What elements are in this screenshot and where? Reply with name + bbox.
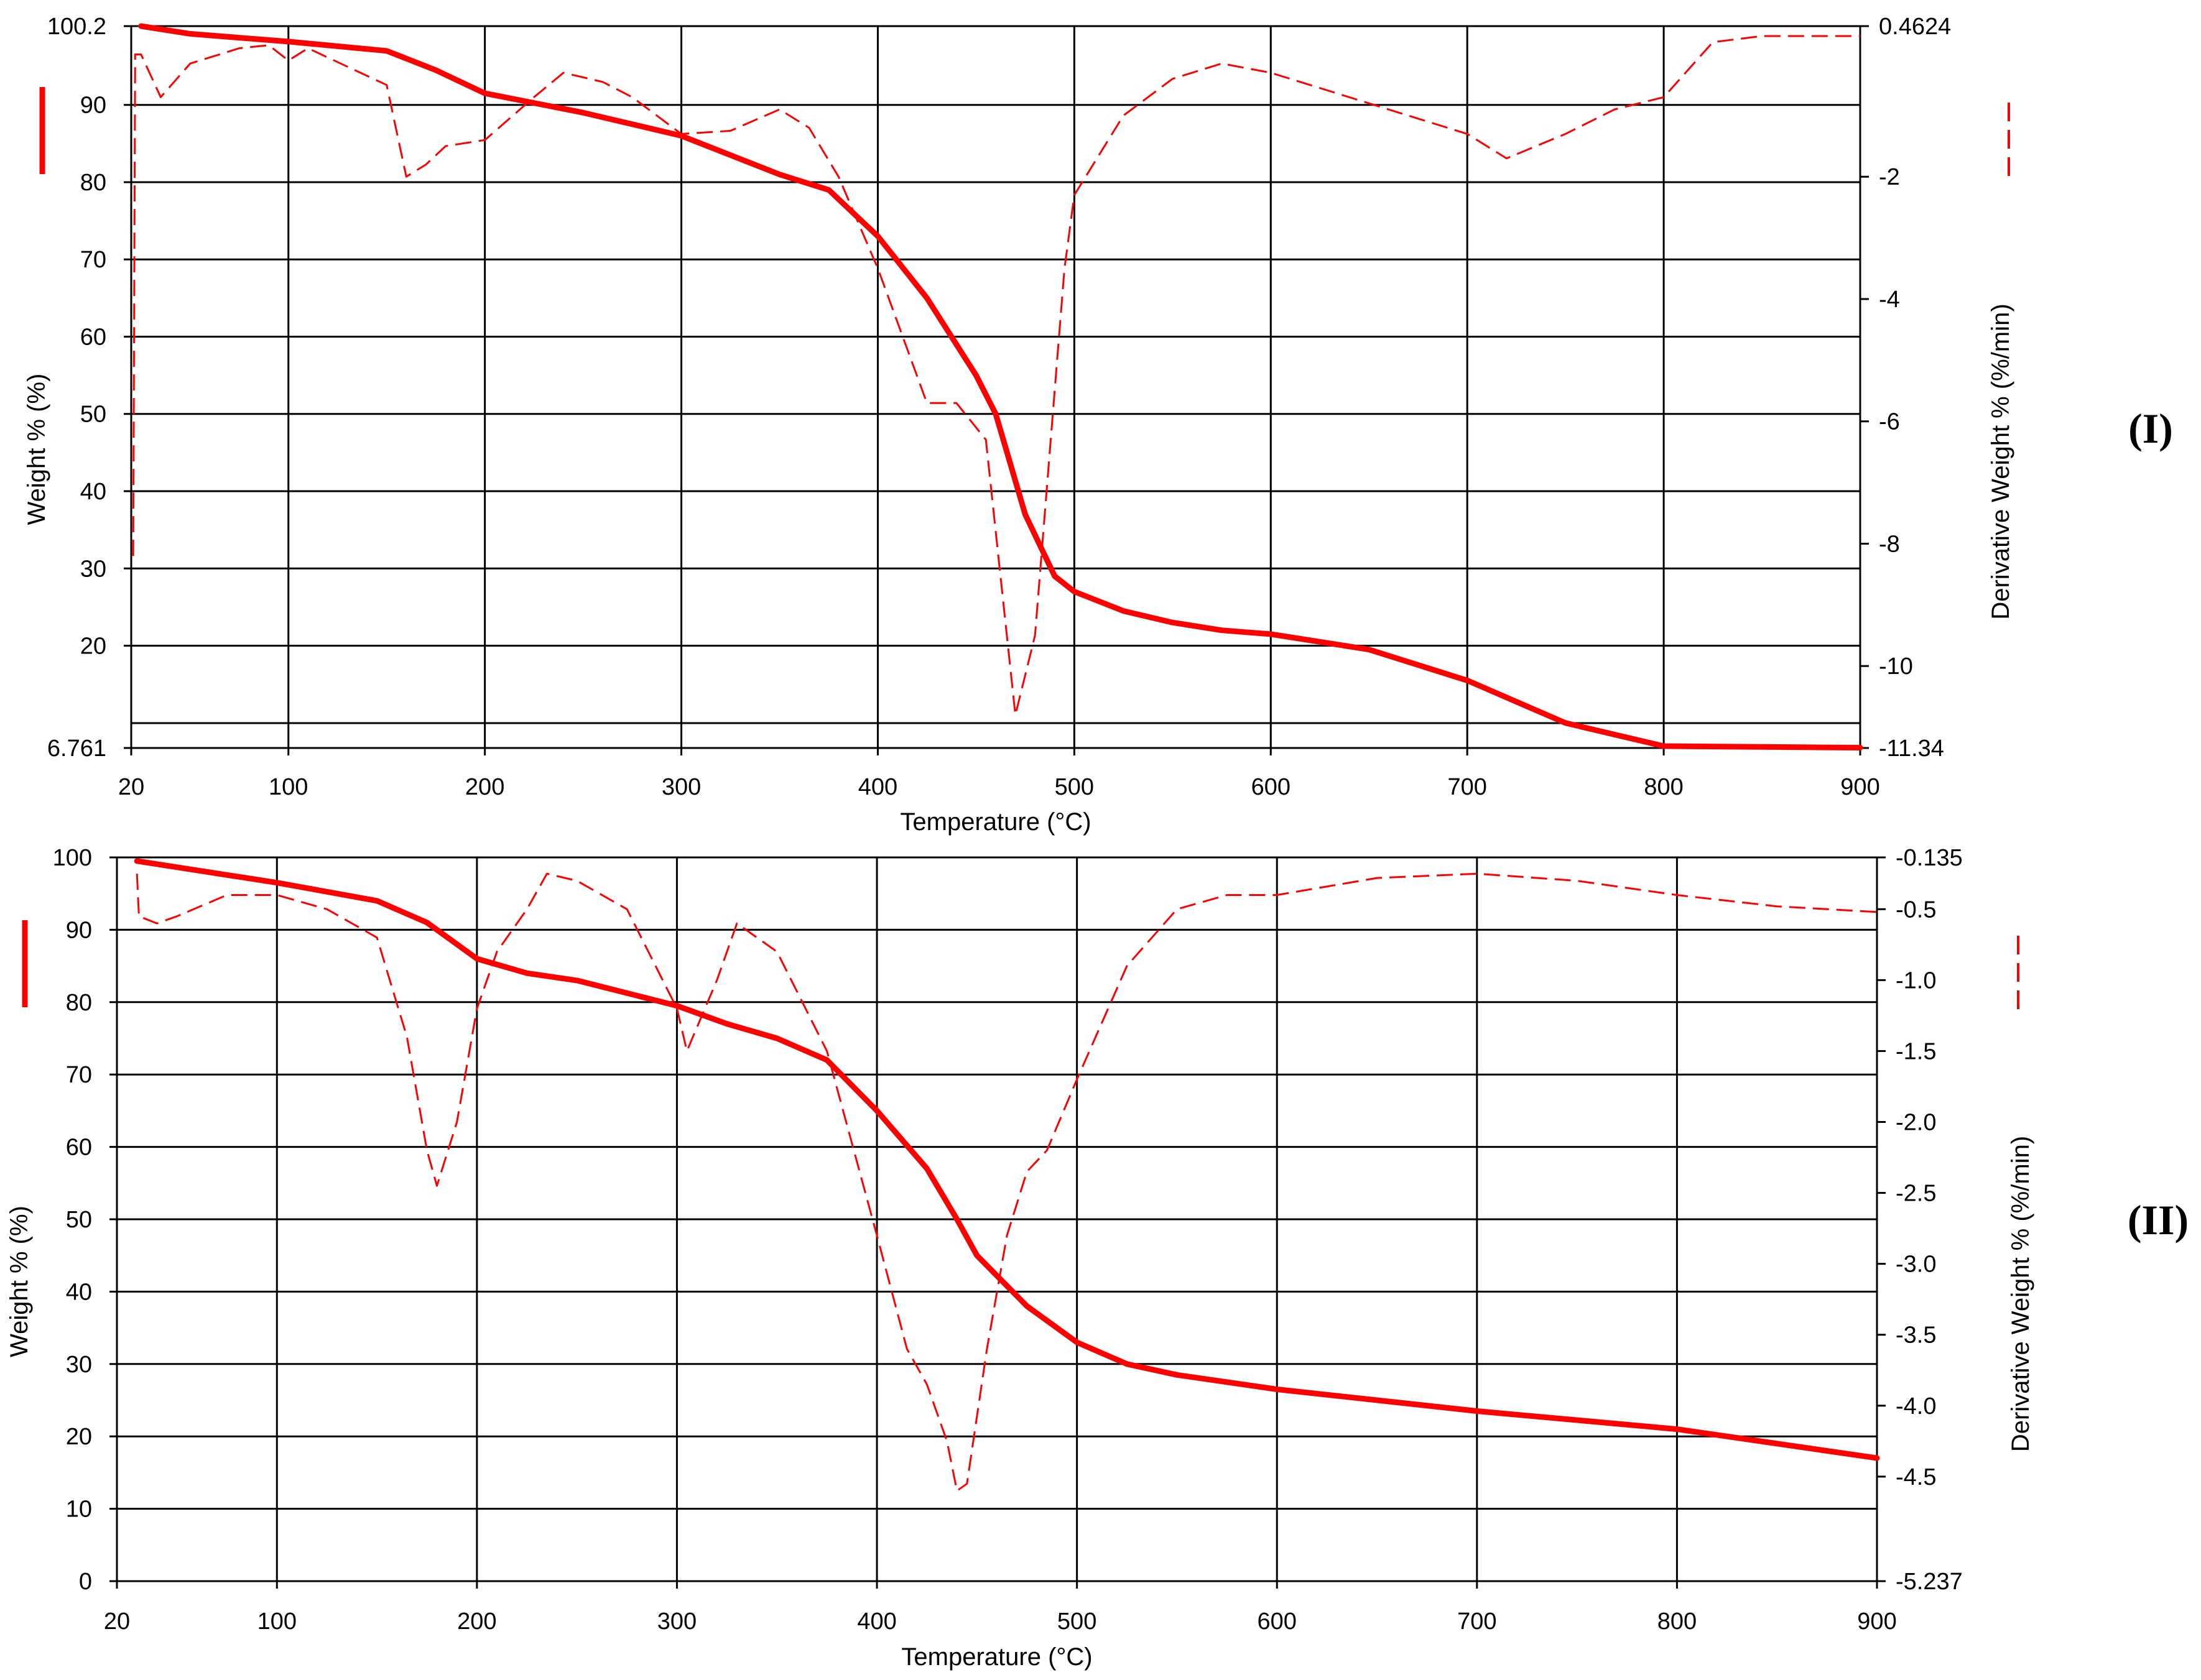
y2-tick-label: -10 xyxy=(1879,653,1913,680)
y2-tick-label: -2.5 xyxy=(1896,1181,1936,1207)
x-tick-label: 200 xyxy=(465,774,504,800)
y-tick-label: 30 xyxy=(80,556,106,582)
y-tick-label: 50 xyxy=(66,1207,92,1233)
x-tick-label: 700 xyxy=(1457,1608,1496,1635)
x-axis-title-panel-i: Temperature (°C) xyxy=(900,808,1091,836)
weight-line-panel-i xyxy=(138,23,1863,750)
y2-axis-title-panel-i: Derivative Weight % (%/min) xyxy=(1987,303,2014,619)
x-tick-label: 700 xyxy=(1447,774,1486,800)
x-tick-label: 500 xyxy=(1055,774,1094,800)
y-tick-label: 40 xyxy=(80,479,106,505)
y2-tick-label: -4 xyxy=(1879,287,1900,313)
x-ticks-panel-i: 20 100 200 300 400 500 600 700 800 900 xyxy=(118,748,1880,800)
chart-panel-i: 20 100 200 300 400 500 600 700 800 900 6.761 20 30 4… xyxy=(23,14,2173,836)
x-tick-label: 400 xyxy=(858,774,897,800)
x-tick-label: 400 xyxy=(857,1608,896,1635)
y-ticks-panel-ii: 0 10 20 30 40 50 60 70 80 90 100 xyxy=(53,845,117,1595)
x-tick-label: 900 xyxy=(1840,774,1879,800)
grid-panel-ii xyxy=(117,857,1877,1581)
y2-ticks-panel-i: -11.34 -10 -8 -6 -4 -2 0.4624 xyxy=(1860,14,1951,762)
panel-label-i: (I) xyxy=(2128,405,2173,452)
y2-tick-label: -2.0 xyxy=(1896,1109,1936,1135)
x-tick-label: 500 xyxy=(1057,1608,1096,1635)
x-tick-label: 800 xyxy=(1644,774,1683,800)
chart-panel-ii: 20 100 200 300 400 500 600 700 800 900 0 10 20 30 40 5… xyxy=(6,845,2189,1671)
y-tick-label: 30 xyxy=(66,1352,92,1378)
y-tick-label: 90 xyxy=(66,917,92,943)
x-tick-label: 200 xyxy=(457,1608,496,1635)
y-tick-label: 80 xyxy=(80,170,106,196)
panel-label-ii-text: II xyxy=(2142,1196,2175,1244)
y-tick-label: 70 xyxy=(80,247,106,273)
x-tick-label: 100 xyxy=(257,1608,297,1635)
y2-tick-label: -1.0 xyxy=(1896,967,1936,994)
x-tick-label: 900 xyxy=(1857,1608,1896,1635)
x-ticks-panel-ii: 20 100 200 300 400 500 600 700 800 900 xyxy=(104,1581,1897,1635)
y-ticks-panel-i: 6.761 20 30 40 50 60 70 80 90 100.2 xyxy=(47,14,131,762)
y2-tick-label: -6 xyxy=(1879,409,1900,435)
y-tick-label: 100.2 xyxy=(47,14,106,40)
panel-label-i-text: I xyxy=(2143,405,2159,452)
y-tick-label: 40 xyxy=(66,1279,92,1305)
y-tick-label: 90 xyxy=(80,93,106,119)
y2-tick-label: -0.5 xyxy=(1896,897,1936,923)
weight-line-panel-ii xyxy=(134,858,1880,1461)
y2-tick-label: -5.237 xyxy=(1896,1569,1963,1595)
x-tick-label: 600 xyxy=(1258,1608,1297,1635)
x-tick-label: 300 xyxy=(662,774,701,800)
x-axis-title-panel-ii: Temperature (°C) xyxy=(901,1643,1092,1671)
x-tick-label: 300 xyxy=(657,1608,697,1635)
x-tick-label: 800 xyxy=(1657,1608,1697,1635)
y2-tick-label: -1.5 xyxy=(1896,1038,1936,1064)
y-tick-label: 50 xyxy=(80,402,106,428)
y-tick-label: 60 xyxy=(66,1135,92,1161)
panel-label-ii: (II) xyxy=(2128,1196,2189,1244)
y2-tick-label: -3.5 xyxy=(1896,1322,1936,1349)
y2-tick-label: -2 xyxy=(1879,164,1900,190)
y2-tick-label: -3.0 xyxy=(1896,1252,1936,1278)
y2-tick-label: -0.135 xyxy=(1896,845,1963,871)
grid-panel-i xyxy=(131,26,1860,748)
y2-tick-label: -4.0 xyxy=(1896,1393,1936,1419)
derivative-weight-line-panel-i xyxy=(132,35,1860,716)
y-tick-label: 6.761 xyxy=(47,736,106,762)
y-tick-label: 60 xyxy=(80,324,106,350)
y-tick-label: 80 xyxy=(66,990,92,1016)
plot-frame-panel-i xyxy=(130,25,1861,749)
x-tick-label: 20 xyxy=(104,1608,130,1635)
x-tick-label: 600 xyxy=(1251,774,1290,800)
y-tick-label: 0 xyxy=(79,1569,92,1595)
y-tick-label: 70 xyxy=(66,1062,92,1088)
y2-tick-label: -4.5 xyxy=(1896,1464,1936,1490)
x-tick-label: 100 xyxy=(269,774,308,800)
y2-tick-label: -8 xyxy=(1879,531,1900,557)
derivative-weight-line-panel-ii xyxy=(136,872,1878,1492)
y2-tick-label: 0.4624 xyxy=(1879,14,1951,40)
y-tick-label: 20 xyxy=(80,634,106,660)
y-tick-label: 100 xyxy=(53,845,92,871)
y-axis-title-panel-ii: Weight % (%) xyxy=(6,1206,33,1357)
y2-axis-title-panel-ii: Derivative Weight % (%/min) xyxy=(2007,1136,2034,1452)
x-tick-label: 20 xyxy=(118,774,144,800)
y-tick-label: 20 xyxy=(66,1424,92,1450)
y-axis-title-panel-i: Weight % (%) xyxy=(23,374,50,525)
y-tick-label: 10 xyxy=(66,1497,92,1523)
y2-ticks-panel-ii: -5.237 -4.5 -4.0 -3.5 -3.0 -2.5 -2.0 -1.5 -1.0 -0… xyxy=(1877,845,1963,1595)
y2-tick-label: -11.34 xyxy=(1879,736,1944,762)
